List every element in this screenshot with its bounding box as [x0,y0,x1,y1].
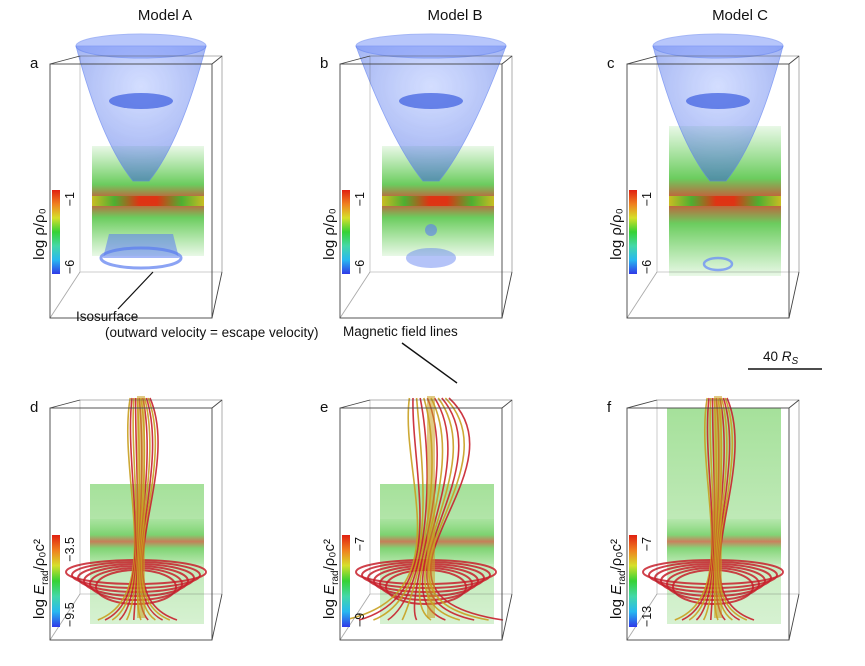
column-header: Model A [138,7,192,24]
field-lines [674,396,755,621]
field-line-bundle [427,396,435,618]
panel-c [626,55,800,319]
field-lines-annotation: Magnetic field lines [343,324,458,339]
panel-letter: a [30,55,39,72]
colorbar-b [342,190,350,274]
field-line [97,397,136,621]
colorbar-min-label: −6 [63,260,77,274]
field-line [141,397,178,621]
isosurface-upper [355,45,507,182]
field-line [111,397,138,621]
field-line [104,397,137,621]
field-line [430,397,504,621]
panel-letter: d [30,399,38,416]
field-line [426,397,475,621]
colorbar-axis-label: log ρ/ρ₀ [608,208,625,260]
isosurface-annotation-title: Isosurface [76,309,138,324]
field-line [358,397,421,621]
panel-letter: b [320,55,328,72]
disk-midplane [382,196,494,206]
field-line [373,397,424,621]
field-line [688,397,715,621]
colorbar-max-label: −1 [353,192,367,206]
isosurface-lower [103,234,179,258]
panel-e-content [344,396,504,624]
panel-letter: f [607,399,612,416]
panel-a-content [75,33,207,270]
isosurface-inner [109,93,173,109]
field-lines [97,396,178,621]
isosurface-blob [425,224,437,236]
panel-f-content [642,396,784,624]
panel-letter: e [320,399,328,416]
panel-b-content [355,33,507,268]
isosurface-upper [75,45,207,182]
colorbar-min-label: −9 [353,613,367,627]
colorbar-axis-label: log ρ/ρ₀ [31,208,48,260]
panel-b [339,55,513,319]
colorbar-max-label: −1 [640,192,654,206]
colorbar-min-label: −9.5 [63,602,77,627]
field-line [428,397,489,621]
colorbar-e [342,535,350,627]
field-lines [344,396,504,621]
isosurface-upper [652,45,784,182]
isosurface-rim [75,33,207,59]
field-lines-pointer [401,342,458,384]
field-line [681,397,714,621]
colorbar-max-label: −1 [63,192,77,206]
colorbar-axis-label: log Erad/ρ₀c² [31,539,51,619]
panel-letter: c [607,55,615,72]
colorbar-min-label: −6 [353,260,367,274]
field-line-bundle [714,396,722,618]
field-line [387,397,428,621]
isosurface-inner [686,93,750,109]
isosurface-rim [355,33,507,59]
colorbar-axis-label: log Erad/ρ₀c² [321,539,341,619]
colorbar-max-label: −3.5 [63,537,77,562]
column-header: Model B [427,7,482,24]
colorbar-max-label: −7 [353,537,367,551]
isosurface-lower-ring [99,246,183,270]
isosurface-rim [652,33,784,59]
panel-d [49,399,223,641]
field-line-bundle [137,396,145,618]
field-line [141,397,171,621]
isosurface-annotation-detail: (outward velocity = escape velocity) [105,325,318,340]
isosurface-pointer [117,271,154,310]
panel-d-content [65,396,207,624]
colorbar-axis-label: log ρ/ρ₀ [321,208,338,260]
panel-c-content [652,33,784,276]
colorbar-c [629,190,637,274]
field-line [674,397,713,621]
isosurface-inner [399,93,463,109]
panel-a [49,55,223,319]
colorbar-min-label: −6 [640,260,654,274]
colorbar-d [52,535,60,627]
scale-bar-label: 40 RS [763,349,799,367]
colorbar-f [629,535,637,627]
colorbar-min-label: −13 [640,606,654,627]
colorbar-a [52,190,60,274]
field-line [718,397,748,621]
field-line [718,397,755,621]
panel-f [626,399,800,641]
isosurface-lower-ring [406,248,456,268]
panel-e [339,399,513,641]
colorbar-axis-label: log Erad/ρ₀c² [608,539,628,619]
field-line [344,397,419,621]
column-header: Model C [712,7,768,24]
disk-midplane [92,196,204,206]
disk-midplane [669,196,781,206]
colorbar-max-label: −7 [640,537,654,551]
isosurface-lower-ring [702,256,734,272]
